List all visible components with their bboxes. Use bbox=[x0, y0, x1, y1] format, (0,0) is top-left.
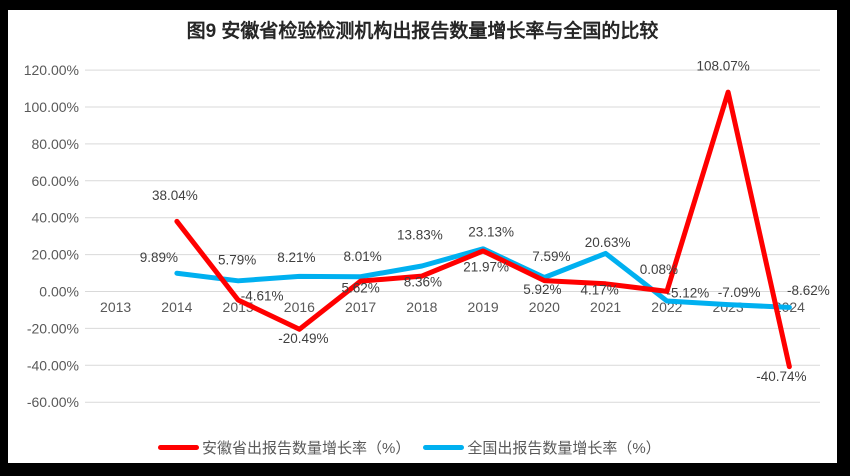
x-axis-category-label: 2019 bbox=[468, 299, 499, 315]
chart-canvas: 图9 安徽省检验检测机构出报告数量增长率与全国的比较 120.00% 100.00… bbox=[8, 10, 837, 463]
y-axis-tick-label: 80.00% bbox=[32, 136, 79, 152]
data-label-series-1: 23.13% bbox=[468, 224, 514, 239]
data-label-series-0: 108.07% bbox=[696, 59, 749, 74]
data-label-series-0: 38.04% bbox=[152, 188, 198, 203]
series-line-0 bbox=[174, 89, 792, 370]
line-chart-plot-area: 120.00% 100.00% 80.00% 60.00% 40.00% 20.00% 0.… bbox=[24, 59, 830, 411]
x-axis-category-label: 2021 bbox=[590, 299, 621, 315]
x-axis-category-label: 2013 bbox=[100, 299, 131, 315]
data-label-series-0: -4.61% bbox=[241, 289, 284, 304]
legend-label-anhui: 安徽省出报告数量增长率（%） bbox=[202, 439, 411, 457]
legend-line-swatch-blue-icon bbox=[423, 444, 465, 450]
y-axis-tick-label: -60.00% bbox=[27, 394, 79, 410]
data-label-series-1: 8.21% bbox=[277, 250, 315, 265]
y-axis-tick-label: 120.00% bbox=[24, 62, 79, 78]
data-label-series-1: 13.83% bbox=[397, 227, 443, 242]
x-axis-category-label: 2020 bbox=[529, 299, 560, 315]
x-axis-category-label: 2018 bbox=[406, 299, 437, 315]
y-axis-tick-label: -20.00% bbox=[27, 320, 79, 336]
y-axis-tick-label: 40.00% bbox=[32, 210, 79, 226]
data-label-series-1: -5.12% bbox=[666, 285, 709, 300]
y-axis-tick-label: -40.00% bbox=[27, 357, 79, 373]
data-label-series-0: 4.17% bbox=[580, 282, 618, 297]
data-label-series-0: 8.36% bbox=[404, 275, 442, 290]
data-label-series-0: 21.97% bbox=[463, 259, 509, 274]
data-label-series-1: 20.63% bbox=[585, 235, 631, 250]
data-label-series-1: 8.01% bbox=[343, 249, 381, 264]
data-label-series-0: -40.74% bbox=[756, 369, 806, 384]
legend-line-swatch-red-icon bbox=[158, 444, 199, 450]
data-label-series-0: 0.08% bbox=[640, 262, 678, 277]
chart-legend: 安徽省出报告数量增长率（%） 全国出报告数量增长率（%） bbox=[158, 437, 661, 458]
y-axis-tick-label: 60.00% bbox=[32, 173, 79, 189]
x-axis-category-label: 2016 bbox=[284, 299, 315, 315]
x-axis-category-label: 2014 bbox=[161, 299, 192, 315]
data-label-series-1: 9.89% bbox=[140, 250, 178, 265]
legend-item-anhui: 安徽省出报告数量增长率（%） bbox=[158, 437, 410, 458]
y-axis-tick-label: 20.00% bbox=[32, 247, 79, 263]
x-axis-category-label: 2017 bbox=[345, 299, 376, 315]
y-axis-tick-label: 0.00% bbox=[39, 284, 79, 300]
chart-title: 图9 安徽省检验检测机构出报告数量增长率与全国的比较 bbox=[186, 21, 659, 42]
legend-item-national: 全国出报告数量增长率（%） bbox=[423, 437, 661, 458]
data-label-series-0: -20.49% bbox=[278, 331, 328, 346]
data-label-series-1: 5.79% bbox=[218, 252, 256, 267]
legend-label-national: 全国出报告数量增长率（%） bbox=[467, 439, 661, 457]
data-label-series-0: 5.62% bbox=[341, 281, 379, 296]
data-label-series-1: 7.59% bbox=[532, 249, 570, 264]
data-label-series-1: -7.09% bbox=[718, 285, 761, 300]
data-label-series-1: -8.62% bbox=[787, 283, 830, 298]
y-axis-tick-label: 100.00% bbox=[24, 99, 79, 115]
data-label-series-0: 5.92% bbox=[523, 282, 561, 297]
